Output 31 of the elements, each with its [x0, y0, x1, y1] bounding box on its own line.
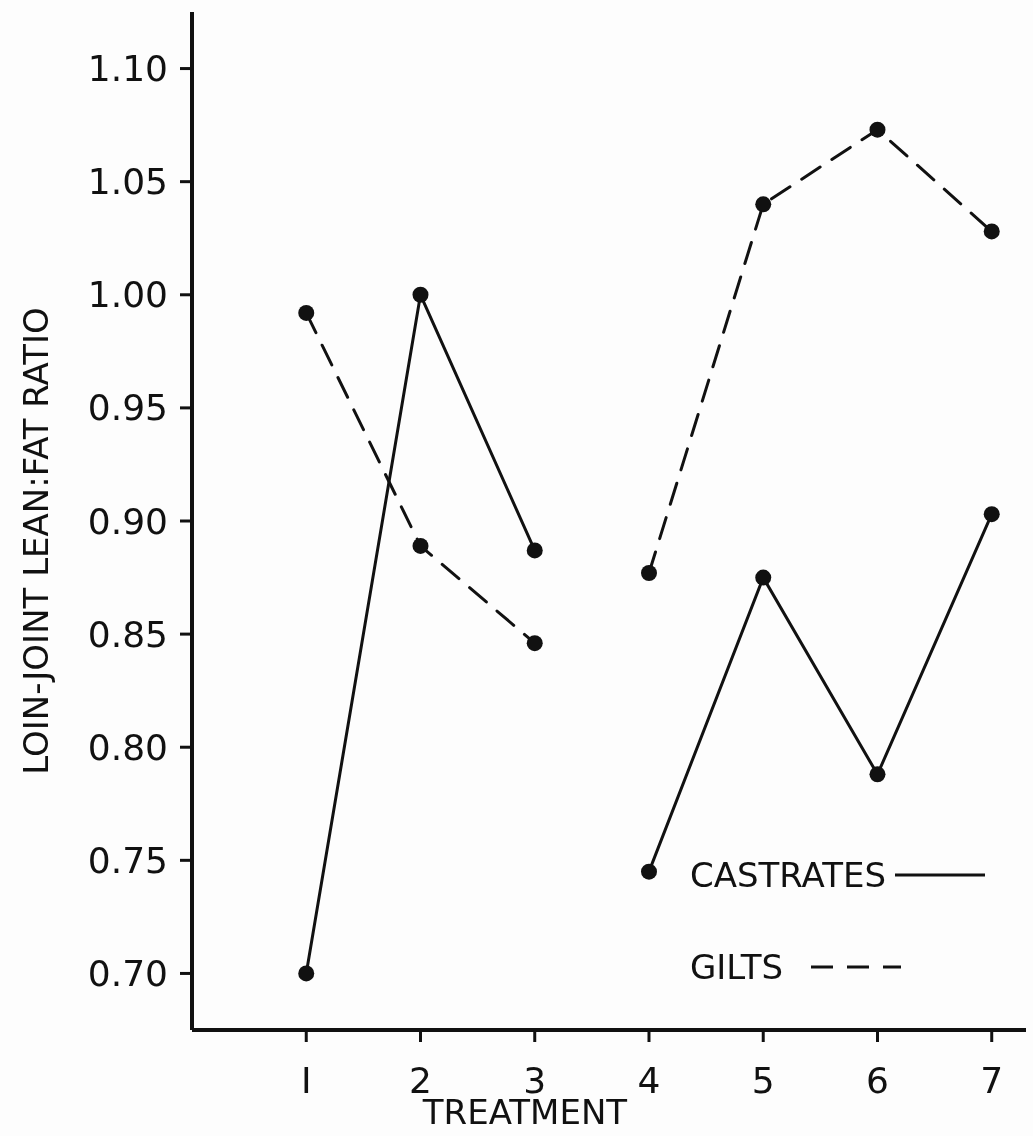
x-tick-label: 6: [866, 1059, 889, 1101]
y-axis-title: LOIN-JOINT LEAN:FAT RATIO: [15, 307, 56, 775]
point: [298, 304, 315, 321]
x-tick-label: 5: [751, 1059, 775, 1101]
x-tick-label: I: [300, 1059, 312, 1101]
x-tick-label: 7: [980, 1059, 1004, 1101]
y-tick-label: 0.95: [87, 387, 168, 429]
point: [640, 565, 657, 582]
point: [983, 506, 1000, 523]
point: [869, 766, 886, 783]
point: [298, 965, 315, 982]
y-tick-label: 0.90: [87, 500, 168, 542]
point: [640, 863, 657, 880]
y-tick-label: 1.00: [87, 274, 168, 316]
point: [869, 121, 886, 138]
y-tick-label: 0.70: [87, 953, 168, 995]
y-tick-label: 1.10: [87, 48, 168, 90]
y-tick-label: 1.05: [87, 161, 168, 203]
y-tick-label: 0.85: [87, 613, 168, 655]
point: [526, 635, 543, 652]
point: [755, 196, 772, 213]
point: [526, 542, 543, 559]
point: [983, 223, 1000, 240]
y-tick-label: 0.75: [87, 839, 168, 881]
point: [412, 286, 429, 303]
x-tick-label: 4: [637, 1059, 661, 1101]
legend-label: CASTRATES: [690, 854, 887, 895]
y-tick-label: 0.80: [87, 726, 168, 768]
point: [755, 569, 772, 586]
legend-label: GILTS: [690, 946, 783, 987]
point: [412, 537, 429, 554]
